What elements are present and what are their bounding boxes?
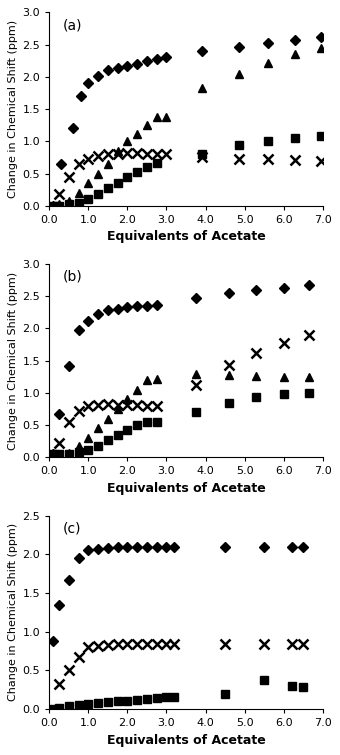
Y-axis label: Change in Chemical Shift (ppm): Change in Chemical Shift (ppm) (8, 20, 18, 198)
Text: (b): (b) (63, 270, 83, 284)
Text: (c): (c) (63, 522, 82, 535)
Y-axis label: Change in Chemical Shift (ppm): Change in Chemical Shift (ppm) (8, 523, 18, 701)
Y-axis label: Change in Chemical Shift (ppm): Change in Chemical Shift (ppm) (8, 272, 18, 450)
X-axis label: Equivalents of Acetate: Equivalents of Acetate (107, 482, 266, 495)
Text: (a): (a) (63, 18, 83, 32)
X-axis label: Equivalents of Acetate: Equivalents of Acetate (107, 230, 266, 243)
X-axis label: Equivalents of Acetate: Equivalents of Acetate (107, 734, 266, 747)
